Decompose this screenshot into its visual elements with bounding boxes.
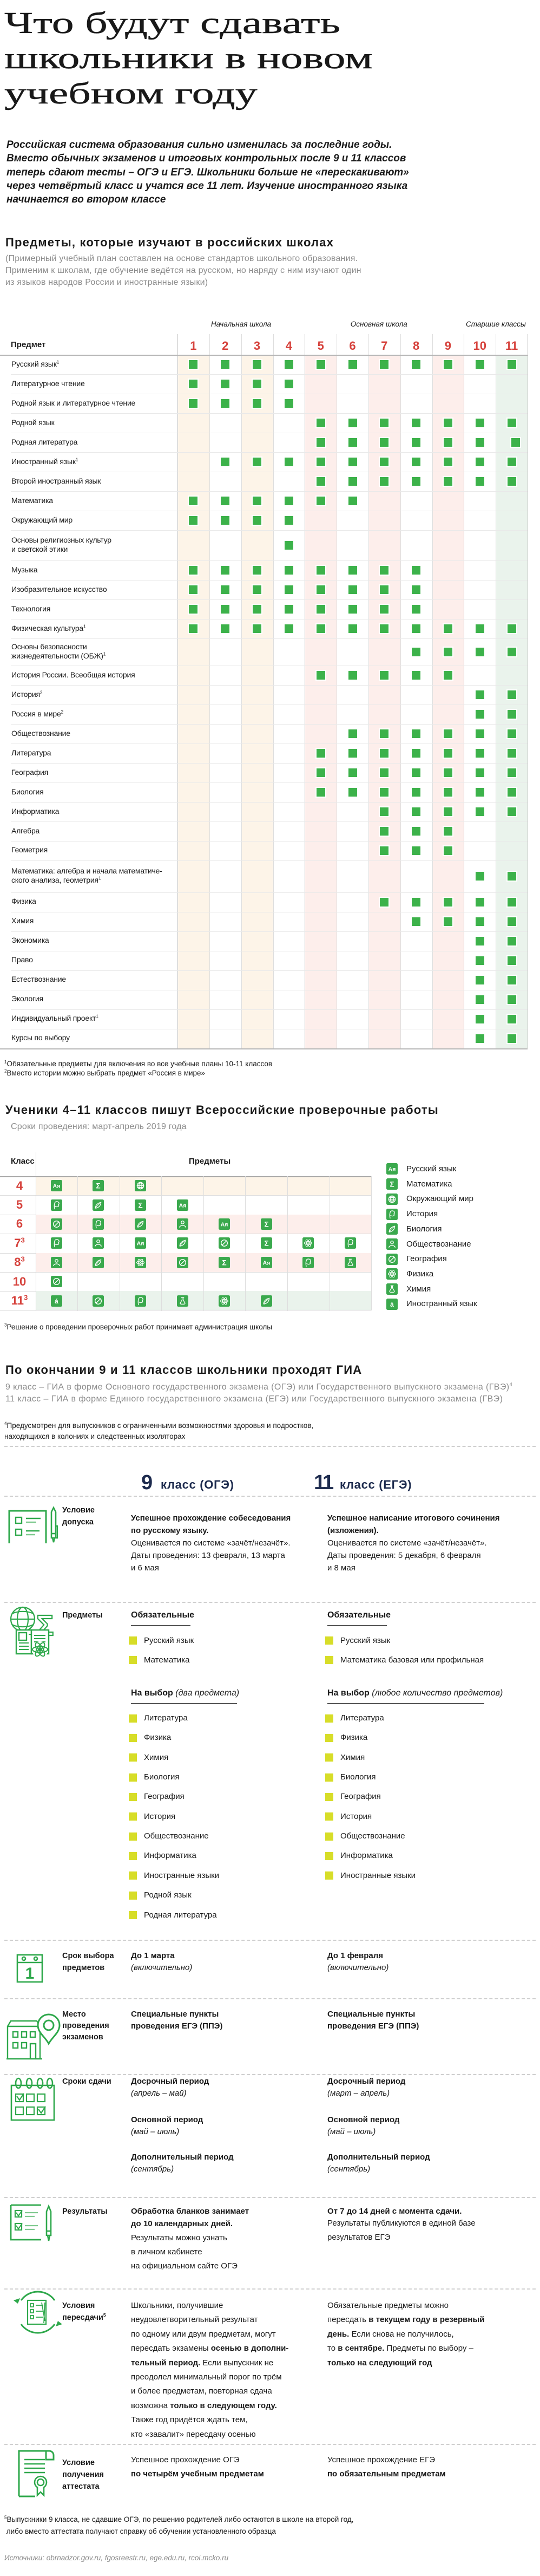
svg-text:Ая: Ая — [53, 1183, 61, 1190]
svg-text:Ая: Ая — [388, 1166, 396, 1173]
svg-text:Σ: Σ — [222, 1259, 226, 1267]
svg-text:Ая: Ая — [221, 1222, 228, 1228]
svg-text:á: á — [390, 1301, 394, 1308]
svg-text:Σ: Σ — [138, 1202, 142, 1210]
svg-text:Σ: Σ — [264, 1221, 268, 1229]
svg-text:Σ: Σ — [390, 1181, 394, 1189]
svg-text:Ая: Ая — [179, 1203, 187, 1209]
svg-text:Ая: Ая — [263, 1260, 271, 1267]
svg-text:Σ: Σ — [264, 1240, 268, 1248]
svg-text:á: á — [55, 1297, 58, 1305]
svg-text:Σ: Σ — [96, 1182, 100, 1190]
svg-text:1: 1 — [25, 1965, 35, 1982]
svg-text:Ая: Ая — [137, 1241, 144, 1247]
